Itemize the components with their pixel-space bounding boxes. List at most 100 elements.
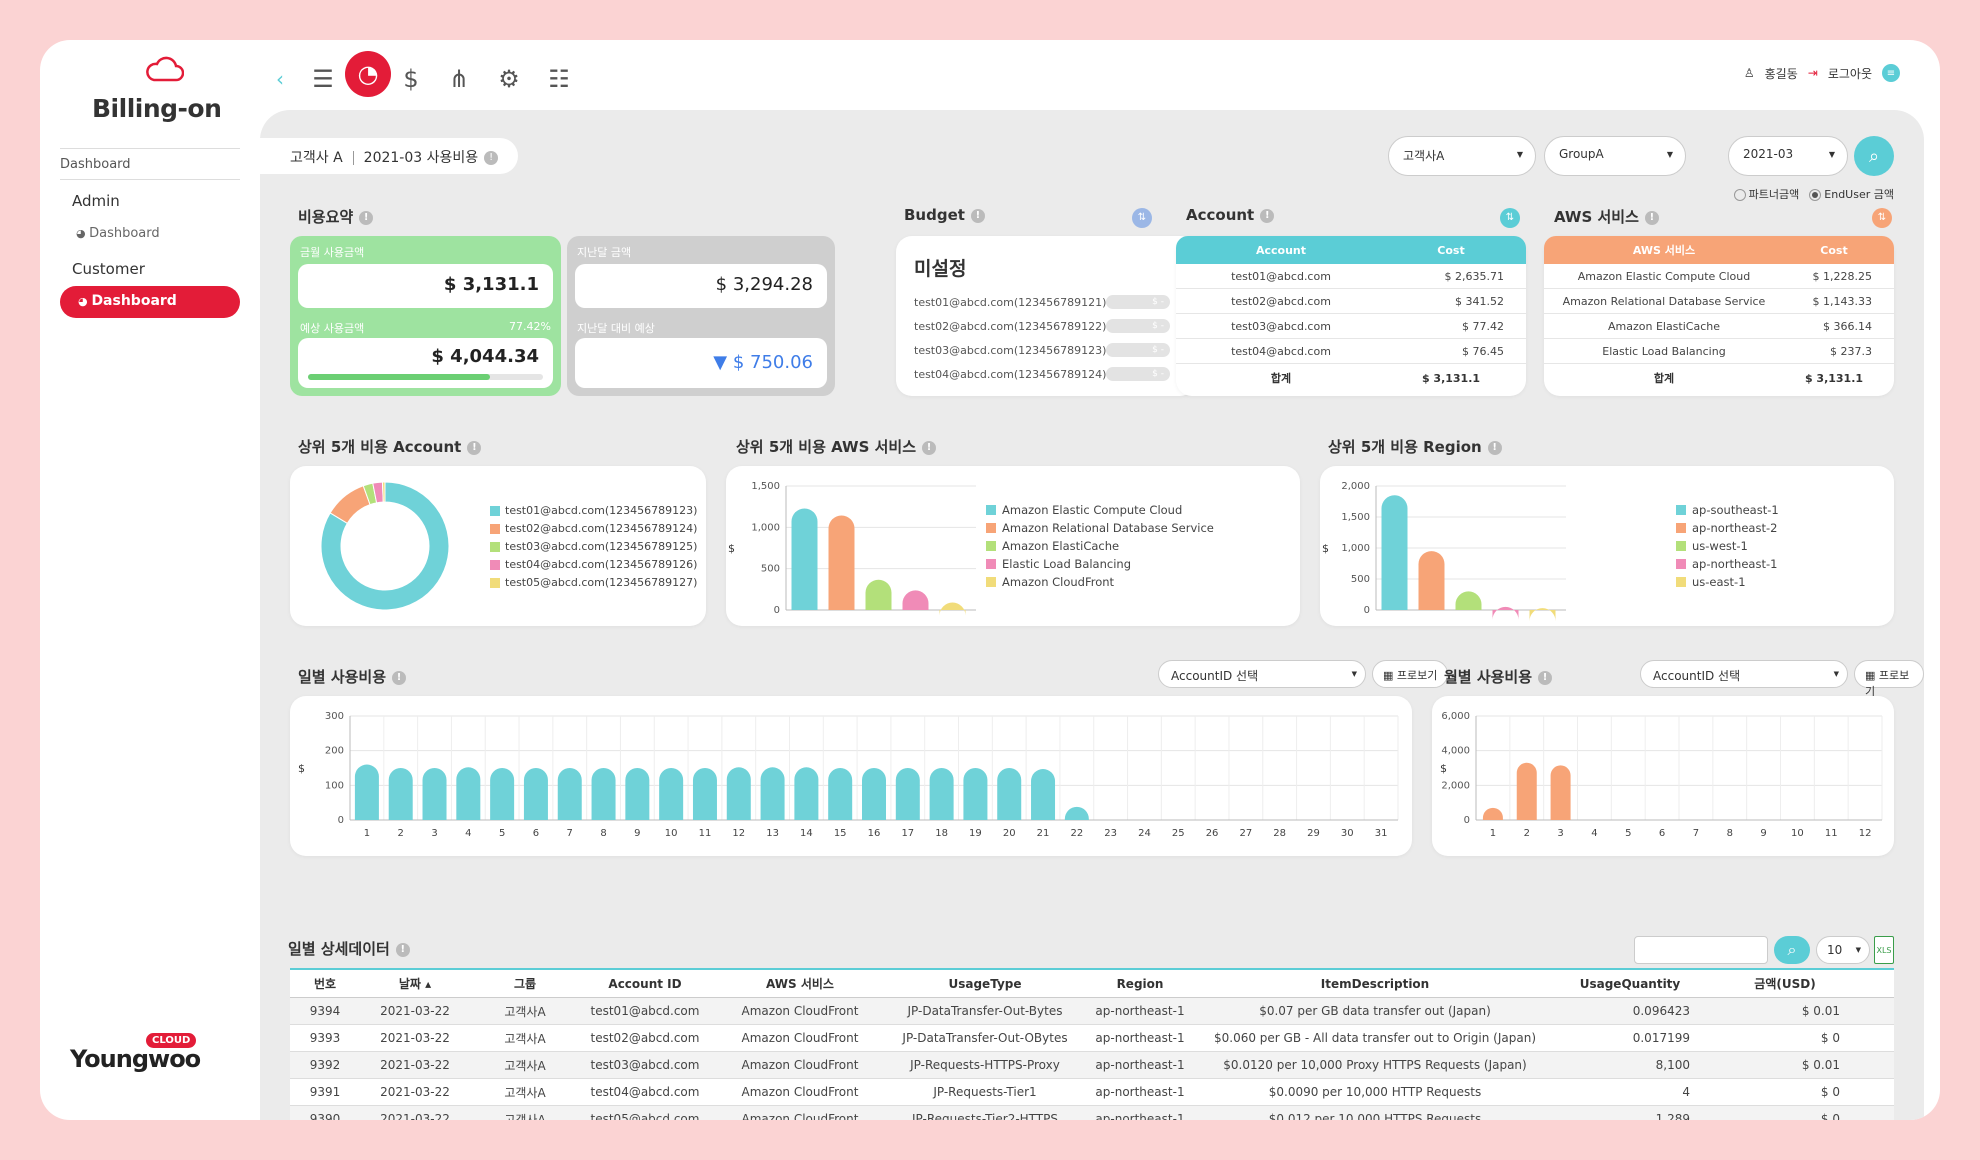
sort-icon[interactable]: ⇅ [1500,208,1520,228]
legend-swatch [986,505,996,515]
table-cell: 1,289 [1655,1112,1690,1120]
app-window: Billing-on Dashboard Admin ◕ Dashboard C… [40,40,1940,1120]
table-row[interactable]: 9391 2021-03-22 고객사A test04@abcd.com Amazon … [290,1079,1894,1106]
footer-logo-text: Youngwoo [70,1045,201,1073]
table-row[interactable]: Amazon ElastiCache $ 366.14 [1544,314,1894,339]
bar [726,767,751,820]
info-icon[interactable]: ! [1538,670,1553,685]
info-icon[interactable]: ! [484,151,499,165]
table-row[interactable]: Amazon Elastic Compute Cloud $ 1,228.25 [1544,264,1894,289]
legend-label: Amazon Elastic Compute Cloud [1002,503,1182,517]
legend-item[interactable]: test02@abcd.com(123456789124) [490,520,697,538]
logout-link[interactable]: 로그아웃 [1827,66,1872,81]
monthly-view-button[interactable]: ▦ 프로보기 [1854,660,1924,698]
table-cell: test05@abcd.com [590,1112,700,1120]
table-cell: $0.0090 per 10,000 HTTP Requests [1268,1085,1482,1099]
x-tick-label: 15 [834,828,847,839]
legend-item[interactable]: test05@abcd.com(123456789127) [490,574,697,592]
bar [828,515,855,610]
table-row[interactable]: test02@abcd.com $ 341.52 [1176,289,1526,314]
y-tick-label: 0 [338,815,344,826]
table-row[interactable]: 9390 2021-03-22 고객사A test05@abcd.com Amazon … [290,1106,1894,1120]
table-row[interactable]: 9394 2021-03-22 고객사A test01@abcd.com Amazon … [290,998,1894,1025]
column-header[interactable]: UsageQuantity [1579,976,1681,991]
detail-search-input[interactable] [1634,936,1768,964]
bar [1550,765,1571,820]
daily-view-button[interactable]: ▦ 프로보기 [1372,660,1449,688]
company-name: 고객사 A [290,150,343,166]
legend-item[interactable]: test04@abcd.com(123456789126) [490,556,697,574]
table-row[interactable]: test04@abcd.com $ 76.45 [1176,339,1526,364]
column-header[interactable]: 금액(USD) [1754,977,1816,991]
table-row[interactable]: 9392 2021-03-22 고객사A test03@abcd.com Amazon … [290,1052,1894,1079]
table-cell: $0.0120 per 10,000 Proxy HTTPS Requests … [1223,1058,1527,1072]
x-tick-label: 28 [1273,828,1286,839]
bar [997,768,1022,820]
user-name[interactable]: 홍길동 [1764,66,1798,81]
search-button[interactable]: ⌕ [1854,136,1894,176]
radio-enduser[interactable]: EndUser 금액 [1809,186,1894,202]
table-cell: 2021-03-22 [380,1112,450,1120]
info-icon[interactable]: ! [1487,440,1502,455]
column-header[interactable]: Account ID [608,976,682,991]
checklist-icon[interactable]: ☰ [312,65,334,93]
sidebar-item-admin-dashboard[interactable]: ◕ Dashboard [76,226,160,241]
info-icon[interactable]: ! [467,440,482,455]
budget-row: test02@abcd.com(123456789122) $ - [914,314,1170,338]
info-icon[interactable]: ! [1644,210,1659,225]
gear-icon[interactable]: ⚙ [498,65,520,93]
monthly-account-select[interactable]: AccountID 선택 [1640,660,1848,688]
info-icon[interactable]: ! [922,440,937,455]
share-icon[interactable]: ⋔ [448,65,470,93]
column-header[interactable]: 날짜 ▴ [398,977,432,991]
table-row[interactable]: 9393 2021-03-22 고객사A test02@abcd.com Amazon … [290,1025,1894,1052]
radio-partner[interactable]: 파트너금액 [1733,186,1799,202]
sidebar-dashboard-header: Dashboard [60,148,240,180]
table-row[interactable]: test03@abcd.com $ 77.42 [1176,314,1526,339]
group-select[interactable]: GroupA [1544,136,1686,176]
page-size-select[interactable]: 10 [1816,936,1870,964]
logo[interactable]: Billing-on [92,56,242,136]
column-header[interactable]: Region [1116,976,1164,991]
legend-swatch [986,577,996,587]
legend-swatch [1676,523,1686,533]
sidebar-item-admin[interactable]: Admin [72,192,120,210]
info-icon[interactable]: ! [395,942,410,957]
column-header[interactable]: 번호 [313,977,337,991]
table-row[interactable]: Amazon Relational Database Service $ 1,14… [1544,289,1894,314]
logo-text: Billing-on [92,94,222,123]
speedometer-icon[interactable]: ◔ [345,51,391,97]
menu-icon[interactable]: ≡ [1882,64,1900,82]
column-header[interactable]: UsageType [948,976,1022,991]
info-icon[interactable]: ! [1260,208,1275,223]
sidebar-item-customer-dashboard[interactable]: ◕ Dashboard [60,286,240,318]
table-row[interactable]: test01@abcd.com $ 2,635.71 [1176,264,1526,289]
legend-item[interactable]: test03@abcd.com(123456789125) [490,538,697,556]
info-icon[interactable]: ! [359,210,374,225]
sort-icon[interactable]: ⇅ [1872,208,1892,228]
column-header[interactable]: AWS 서비스 [766,977,834,991]
table-cell: test03@abcd.com [1231,319,1331,333]
table-row[interactable]: Elastic Load Balancing $ 237.3 [1544,339,1894,364]
top-service-title: 상위 5개 비용 AWS 서비스! [736,436,937,457]
info-icon[interactable]: ! [970,208,985,223]
collapse-chevron-icon[interactable]: ‹ [276,67,284,91]
company-select[interactable]: 고객사A [1388,136,1536,176]
daily-account-select[interactable]: AccountID 선택 [1158,660,1366,688]
info-icon[interactable]: ! [392,670,407,685]
column-header[interactable]: 그룹 [513,977,537,991]
x-tick-label: 8 [1727,828,1733,839]
excel-export-icon[interactable]: XLS [1874,936,1894,964]
sort-icon[interactable]: ⇅ [1132,208,1152,228]
month-select[interactable]: 2021-03 [1728,136,1848,176]
table-cell: Amazon Elastic Compute Cloud [1577,269,1751,283]
legend-item[interactable]: test01@abcd.com(123456789123) [490,502,697,520]
sidebar-item-customer[interactable]: Customer [72,260,145,278]
dollar-icon[interactable]: $ [403,65,419,93]
column-header[interactable]: ItemDescription [1320,976,1430,991]
list-icon[interactable]: ☷ [548,65,570,93]
table-cell: Amazon CloudFront [741,1112,859,1120]
detail-search-button[interactable]: ⌕ [1774,936,1810,964]
bar [1031,769,1056,820]
budget-value: $ - [1106,319,1170,333]
